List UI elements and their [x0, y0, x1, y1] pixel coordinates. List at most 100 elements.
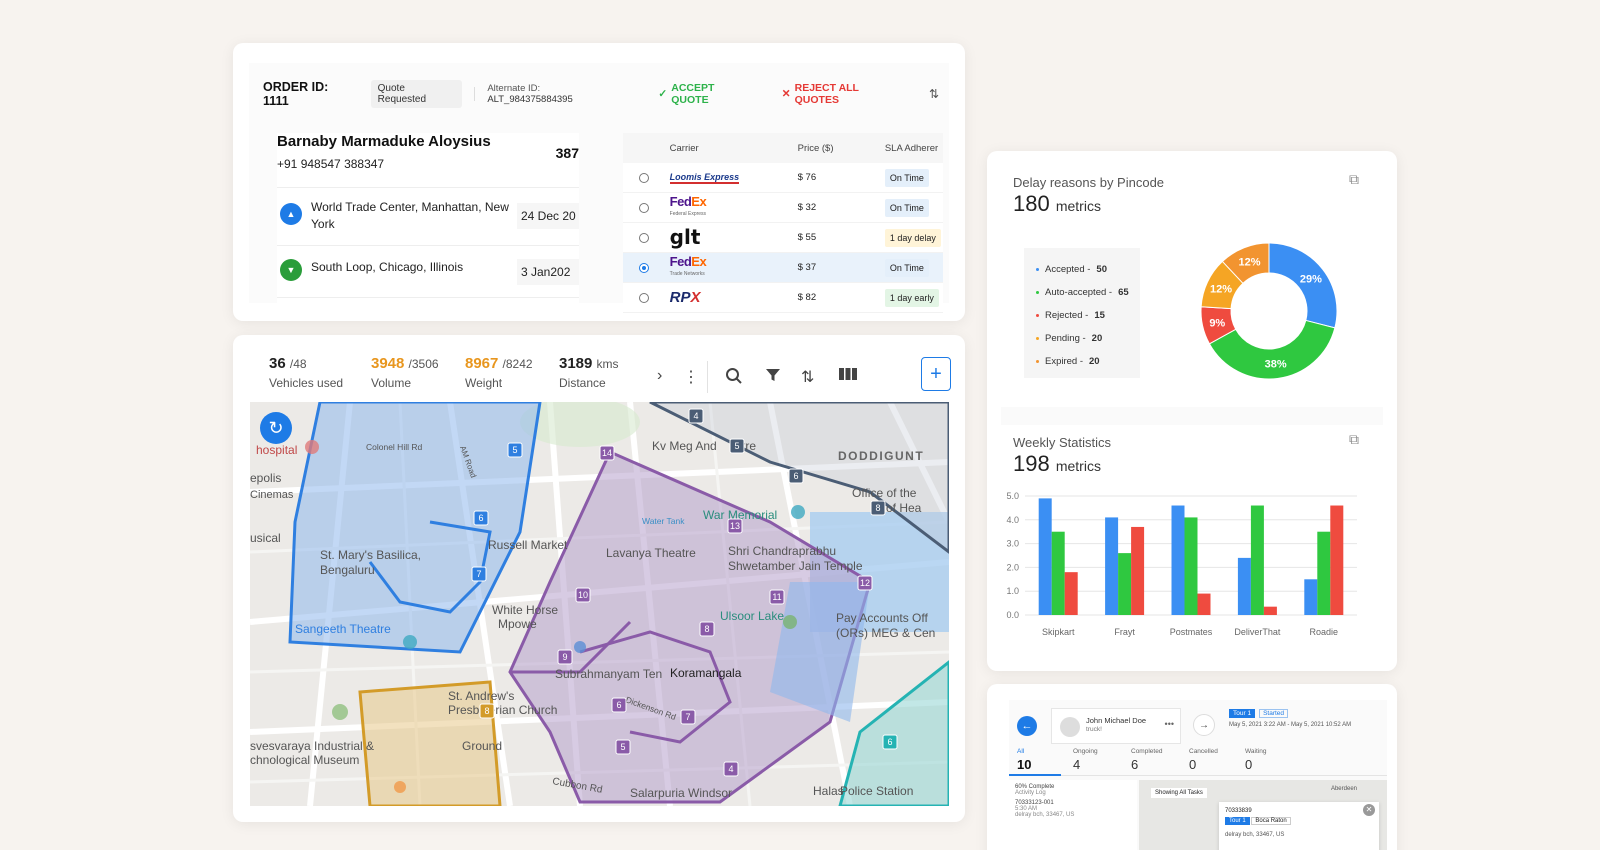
map-label: St. Mary's Basilica,	[320, 548, 421, 562]
arrow-right-icon[interactable]: →	[1193, 714, 1215, 736]
route-pin[interactable]: 13	[727, 518, 743, 534]
more-vertical-icon[interactable]: ⋮	[683, 369, 699, 386]
drop-arrow-down-icon: ▼	[280, 259, 302, 281]
route-pin-label: 5	[734, 441, 739, 451]
order-panel: ORDER ID: 1111 Quote Requested Alternate…	[249, 63, 949, 313]
add-button[interactable]: +	[921, 357, 951, 391]
map-label: Bengaluru	[320, 563, 375, 577]
map-label: Colonel Hill Rd	[366, 442, 422, 452]
route-pin[interactable]: 8	[870, 500, 886, 516]
route-pin[interactable]: 5	[615, 739, 631, 755]
weight-value: 8967	[465, 355, 499, 372]
map-label: Water Tank	[642, 516, 685, 526]
carrier-radio[interactable]	[639, 232, 650, 243]
route-map-card: 36 /48 Vehicles used 3948 /3506 Volume 8…	[233, 335, 965, 822]
carrier-price: $ 82	[797, 292, 817, 303]
analytics-card: Delay reasons by Pincode ⧉ 180 metrics A…	[987, 151, 1397, 671]
map-label: tre	[742, 439, 756, 453]
divider	[277, 187, 579, 188]
alternate-id: Alternate ID: ALT_984375884395	[487, 83, 626, 105]
route-pin[interactable]: 14	[599, 445, 615, 461]
search-icon[interactable]	[725, 367, 743, 390]
route-pin[interactable]: 9	[557, 649, 573, 665]
sla-badge: On Time	[884, 198, 929, 217]
external-link-icon[interactable]: ⧉	[1349, 171, 1359, 187]
volume-total: /3506	[408, 357, 439, 371]
route-pin[interactable]: 6	[473, 510, 489, 526]
tab-waiting[interactable]: Waiting 0	[1245, 748, 1267, 772]
map-label: hospital	[256, 443, 297, 457]
pickup-stop: ▲ World Trade Center, Manhattan, New Yor…	[277, 193, 579, 237]
divider	[474, 87, 476, 101]
table-row[interactable]: glt $ 55 1 day delay	[623, 223, 943, 253]
progress-label: 60% Complete	[1015, 784, 1055, 790]
accept-quote-button[interactable]: ✓ ACCEPT QUOTE	[658, 82, 753, 106]
vehicles-label: Vehicles used	[269, 376, 344, 390]
legend-item: Expired - 20	[1036, 350, 1140, 373]
route-pin[interactable]: 5	[729, 438, 745, 454]
route-pin[interactable]: 7	[680, 709, 696, 725]
route-pin[interactable]: 4	[723, 761, 739, 777]
route-pin[interactable]: 5	[507, 442, 523, 458]
close-icon[interactable]: ✕	[1363, 804, 1375, 816]
check-icon: ✓	[658, 88, 668, 100]
route-map[interactable]: hospital epolis Cinemas usical Colonel H…	[250, 402, 949, 806]
chevron-right-icon[interactable]: ›	[657, 367, 663, 384]
tab-ongoing[interactable]: Ongoing 4	[1073, 748, 1098, 772]
avatar	[1060, 717, 1080, 737]
table-row[interactable]: FedEx Federal Express $ 32 On Time	[623, 193, 943, 223]
carrier-radio[interactable]	[639, 172, 650, 183]
route-pin[interactable]: 6	[611, 697, 627, 713]
popup-task-id: 70333839	[1225, 808, 1252, 814]
tab-cancelled[interactable]: Cancelled 0	[1189, 748, 1218, 772]
sort-icon[interactable]: ⇅	[928, 87, 939, 101]
route-pin[interactable]: 12	[857, 575, 873, 591]
carrier-price: $ 55	[797, 232, 817, 243]
tour-map[interactable]: Showing All Tasks Aberdeen 70333839 Tour…	[1139, 780, 1387, 850]
loomis-express-logo: Loomis Express	[669, 171, 740, 184]
route-pin[interactable]: 8	[699, 621, 715, 637]
sort-icon[interactable]: ⇅	[801, 369, 815, 386]
tab-all[interactable]: All 10	[1008, 748, 1063, 776]
table-row[interactable]: Loomis Express $ 76 On Time	[623, 163, 943, 193]
order-quote-card: ORDER ID: 1111 Quote Requested Alternate…	[233, 43, 965, 321]
reject-all-quotes-button[interactable]: ✕ REJECT ALL QUOTES	[782, 82, 905, 106]
route-pin[interactable]: 6	[788, 468, 804, 484]
carrier-radio-selected[interactable]	[639, 262, 650, 273]
carrier-radio[interactable]	[639, 202, 650, 213]
route-pin[interactable]: 10	[575, 587, 591, 603]
legend-item: Pending - 20	[1036, 327, 1140, 350]
more-horizontal-icon[interactable]: •••	[1164, 719, 1174, 729]
table-row-selected[interactable]: FedEx Trade Networks $ 37 On Time	[623, 253, 943, 283]
filter-icon[interactable]	[765, 367, 781, 388]
donut-slice-label: 38%	[1265, 359, 1287, 371]
donut-slice-label: 9%	[1209, 318, 1225, 330]
route-pin[interactable]: 4	[688, 408, 704, 424]
task-time: 5:30 AM	[1015, 806, 1038, 812]
bar	[1250, 505, 1264, 615]
bar	[1051, 531, 1065, 615]
delay-metric-value: 180	[1013, 191, 1050, 216]
route-pin[interactable]: 7	[471, 566, 487, 582]
route-pin[interactable]: 8	[479, 703, 495, 719]
sla-badge: On Time	[884, 168, 929, 187]
table-row[interactable]: RPX $ 82 1 day early	[623, 283, 943, 313]
route-pin-label: 5	[620, 742, 625, 752]
divider	[277, 297, 579, 298]
map-label: svesvaraya Industrial &	[250, 739, 374, 753]
back-arrow-icon[interactable]: ←	[1017, 716, 1037, 736]
carrier-radio[interactable]	[639, 292, 650, 303]
columns-icon[interactable]	[839, 367, 857, 386]
drop-date: 3 Jan202	[517, 259, 579, 285]
recenter-button[interactable]: ↻	[260, 412, 292, 444]
external-link-icon[interactable]: ⧉	[1349, 431, 1359, 447]
fedex-logo: FedEx Federal Express	[669, 193, 707, 217]
route-pin[interactable]: 11	[769, 589, 785, 605]
pickup-arrow-up-icon: ▲	[280, 203, 302, 225]
route-pin[interactable]: 6	[882, 734, 898, 750]
map-label: Salarpuria Windsor	[630, 786, 732, 800]
customer-phone: +91 948547 388347	[277, 157, 385, 171]
tab-completed[interactable]: Completed 6	[1131, 748, 1163, 772]
y-tick-label: 2.0	[1006, 562, 1019, 572]
driver-selector[interactable]: John Michael Doe truck! •••	[1051, 708, 1181, 744]
